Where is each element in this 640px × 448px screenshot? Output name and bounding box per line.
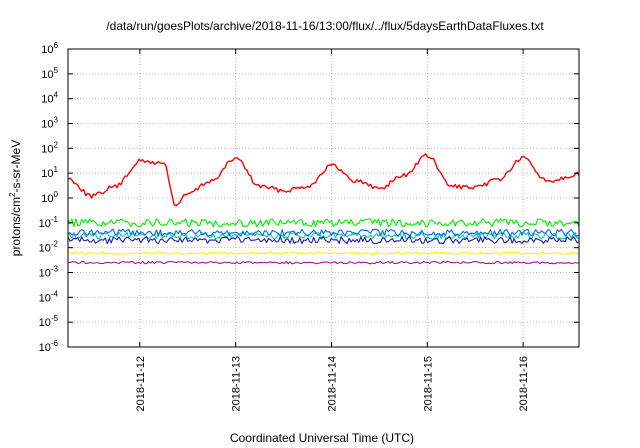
y-tick-exponent: -4 xyxy=(51,289,59,298)
series-line xyxy=(67,236,580,245)
x-tick-label: 2018-11-13 xyxy=(231,356,243,411)
y-tick-label: 10-3 xyxy=(39,265,59,280)
y-tick-label: 100 xyxy=(41,190,58,205)
y-tick-label: 10-6 xyxy=(39,339,59,354)
series-line xyxy=(67,228,580,237)
y-tick-exponent: -6 xyxy=(51,339,59,348)
y-tick-label: 106 xyxy=(41,41,58,56)
series-line xyxy=(67,153,580,207)
y-tick-label: 103 xyxy=(41,116,58,131)
x-tick-label: 2018-11-14 xyxy=(326,356,338,411)
y-tick-label: 105 xyxy=(41,66,58,81)
y-tick-base: 10 xyxy=(41,143,53,155)
y-tick-exponent: 4 xyxy=(54,91,59,100)
y-axis-label: protons/cm2-s-sr-MeV xyxy=(8,140,23,256)
ylabel-pre: protons/cm xyxy=(9,197,23,256)
y-tick-base: 10 xyxy=(41,44,53,56)
y-tick-exponent: -1 xyxy=(51,215,59,224)
y-tick-base: 10 xyxy=(41,69,53,81)
x-tick-label: 2018-11-15 xyxy=(422,356,434,411)
y-tick-exponent: 3 xyxy=(54,116,59,125)
y-tick-exponent: -2 xyxy=(51,240,59,249)
y-tick-base: 10 xyxy=(39,292,51,304)
y-tick-base: 10 xyxy=(41,168,53,180)
y-tick-exponent: 6 xyxy=(54,41,59,50)
series-line xyxy=(68,260,580,265)
y-tick-exponent: 5 xyxy=(54,66,59,75)
ylabel-sup: 2 xyxy=(8,192,17,197)
ylabel-post: -s-sr-MeV xyxy=(9,140,23,193)
y-tick-exponent: 2 xyxy=(54,140,59,149)
y-tick-label: 10-4 xyxy=(39,289,59,304)
y-axis-ticks: 10-610-510-410-310-210-11001011021031041… xyxy=(39,41,579,354)
y-tick-base: 10 xyxy=(39,218,51,230)
y-tick-exponent: -5 xyxy=(51,314,59,323)
x-axis-label: Coordinated Universal Time (UTC) xyxy=(230,431,414,445)
x-tick-label: 2018-11-16 xyxy=(518,356,530,411)
y-tick-exponent: 1 xyxy=(54,165,59,174)
y-tick-label: 10-5 xyxy=(39,314,59,329)
y-tick-base: 10 xyxy=(41,193,53,205)
y-tick-exponent: -3 xyxy=(51,265,59,274)
x-tick-label: 2018-11-12 xyxy=(135,356,147,411)
y-tick-label: 10-2 xyxy=(39,240,59,255)
grid-lines xyxy=(68,49,579,347)
y-tick-base: 10 xyxy=(39,268,51,280)
y-tick-label: 104 xyxy=(41,91,58,106)
y-tick-label: 10-1 xyxy=(39,215,59,230)
series-line xyxy=(67,218,580,228)
series-group xyxy=(67,153,580,265)
chart-title: /data/run/goesPlots/archive/2018-11-16/1… xyxy=(106,19,544,33)
y-tick-base: 10 xyxy=(39,342,51,354)
y-tick-label: 101 xyxy=(41,165,58,180)
y-tick-base: 10 xyxy=(41,94,53,106)
y-tick-base: 10 xyxy=(41,119,53,131)
y-tick-base: 10 xyxy=(39,243,51,255)
x-axis-ticks: 2018-11-12 2018-11-13 2018-11-14 2018-11-15… xyxy=(135,49,530,411)
series-line xyxy=(67,251,580,255)
y-tick-base: 10 xyxy=(39,317,51,329)
y-tick-label: 102 xyxy=(41,140,58,155)
y-tick-exponent: 0 xyxy=(54,190,59,199)
